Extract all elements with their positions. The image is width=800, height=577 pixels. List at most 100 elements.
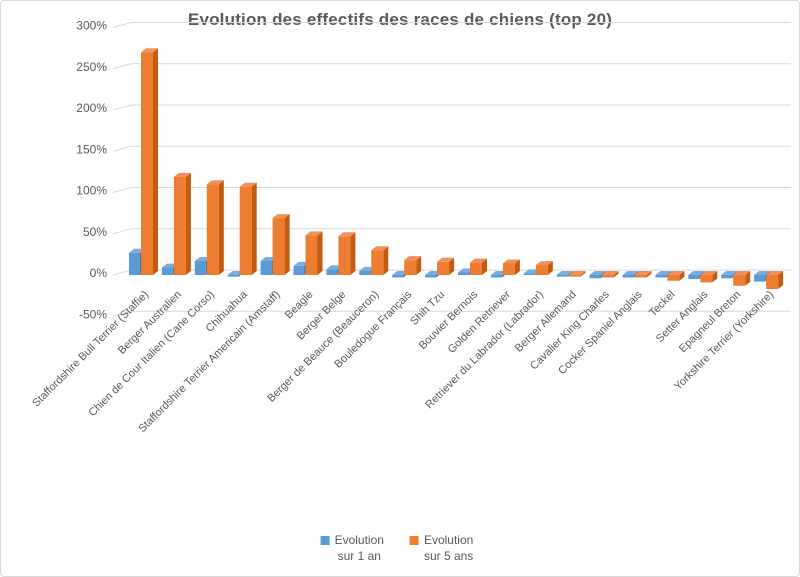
- bar-1an-0-face: [129, 252, 140, 275]
- bar-1an-13-face: [556, 271, 573, 275]
- y-tick-label: 50%: [83, 225, 107, 239]
- bar-1an-8-face: [392, 275, 404, 278]
- legend-label: Evolution sur 5 ans: [423, 533, 474, 563]
- gridline: [112, 228, 791, 235]
- bar-5ans-11-face: [514, 259, 520, 275]
- bar-5ans-8-face: [404, 260, 417, 275]
- bar-5ans-11-face: [502, 259, 520, 264]
- legend-label: Evolution sur 1 an: [334, 533, 384, 563]
- bar-1an-1-face: [161, 267, 173, 275]
- bar-1an-2-face: [194, 260, 206, 275]
- bar-5ans-19: [766, 271, 784, 290]
- bar-5ans-0-face: [141, 48, 158, 53]
- bar-5ans-3: [239, 182, 257, 275]
- y-tick-label: 0%: [90, 266, 108, 280]
- bar-5ans-16: [667, 271, 685, 281]
- legend-item-1an: Evolution sur 1 an: [320, 532, 384, 564]
- y-tick-label: 100%: [76, 184, 107, 198]
- bar-5ans-14: [601, 271, 619, 278]
- bar-1an-14-face: [589, 271, 606, 275]
- bar-5ans-14-face: [601, 271, 619, 275]
- bar-5ans-13-face: [568, 271, 586, 275]
- bar-1an-15-face: [622, 271, 639, 275]
- bar-5ans-16-face: [679, 271, 685, 281]
- gridline: [112, 22, 791, 28]
- bar-5ans-15-face: [634, 271, 652, 275]
- bar-5ans-9-face: [437, 261, 450, 275]
- bar-1an-5-face: [293, 265, 305, 275]
- bar-5ans-7-face: [371, 250, 384, 275]
- bar-1an-17-face: [688, 271, 705, 275]
- legend-swatch-icon: [409, 536, 419, 545]
- bar-1an-16-face: [655, 271, 672, 275]
- bar-5ans-11: [502, 259, 520, 275]
- bar-1an-17-face: [688, 275, 700, 280]
- bar-5ans-8-face: [404, 256, 422, 261]
- bar-1an-3-face: [227, 275, 239, 277]
- bar-1an-11-face: [490, 275, 502, 278]
- bar-5ans-0-face: [141, 52, 153, 275]
- bar-5ans-5: [305, 231, 323, 275]
- bar-5ans-4: [272, 214, 290, 275]
- bar-5ans-1-face: [185, 172, 191, 275]
- bar-5ans-18-face: [733, 271, 751, 275]
- bar-5ans-6-face: [350, 232, 356, 275]
- bar-5ans-5-face: [317, 231, 323, 275]
- category-label: Teckel: [647, 289, 678, 320]
- bar-5ans-15: [634, 271, 652, 278]
- bar-5ans-8: [404, 256, 422, 275]
- y-tick-label: 250%: [76, 60, 107, 74]
- bar-5ans-15-face: [646, 271, 652, 278]
- bar-5ans-8-face: [416, 256, 422, 275]
- bar-5ans-1: [173, 172, 191, 275]
- bar-5ans-5-face: [305, 235, 318, 275]
- bar-5ans-13-face: [580, 271, 586, 277]
- bar-5ans-3-face: [251, 182, 257, 275]
- bar-5ans-7: [371, 246, 389, 275]
- category-label: Beagle: [283, 289, 316, 322]
- bar-5ans-4-face: [272, 218, 285, 275]
- bar-5ans-19-face: [778, 271, 784, 290]
- bar-5ans-11-face: [502, 263, 515, 275]
- gridline: [112, 145, 791, 152]
- bar-5ans-6: [338, 232, 356, 275]
- bar-5ans-12-face: [535, 261, 553, 266]
- y-tick-label: 300%: [76, 19, 107, 33]
- bar-5ans-10-face: [470, 258, 487, 263]
- bar-5ans-4-face: [272, 214, 290, 219]
- bar-5ans-9-face: [449, 257, 455, 275]
- bar-5ans-12-face: [535, 265, 548, 275]
- bar-5ans-18-face: [745, 271, 751, 286]
- gridline: [112, 310, 791, 317]
- bar-5ans-19-face: [766, 275, 779, 290]
- bar-5ans-17-face: [700, 275, 713, 283]
- bar-5ans-14-face: [601, 275, 614, 278]
- bar-5ans-0: [141, 48, 158, 275]
- bar-5ans-12: [535, 261, 553, 275]
- bar-1an-15-face: [622, 275, 634, 278]
- bar-5ans-2-face: [206, 184, 219, 275]
- gridline: [112, 187, 791, 193]
- bar-5ans-9-face: [437, 257, 455, 262]
- bar-1an-18-face: [721, 275, 733, 279]
- bar-5ans-3-face: [239, 182, 257, 187]
- bar-5ans-6-face: [338, 232, 356, 237]
- legend-item-5ans: Evolution sur 5 ans: [409, 532, 474, 564]
- bar-5ans-5-face: [305, 231, 323, 236]
- bar-5ans-10-face: [470, 262, 482, 275]
- bar-5ans-4-face: [284, 214, 290, 275]
- gridline: [112, 104, 791, 111]
- y-tick-label: -50%: [79, 307, 107, 321]
- bar-1an-6-face: [326, 269, 338, 275]
- bar-5ans-2: [206, 180, 224, 275]
- bar-1an-9-face: [425, 275, 437, 278]
- y-tick-label: 200%: [76, 101, 107, 115]
- bar-5ans-3-face: [239, 186, 252, 275]
- bar-5ans-17-face: [700, 271, 718, 275]
- bar-1an-13-face: [556, 275, 568, 277]
- y-tick-label: 150%: [76, 142, 107, 156]
- bar-5ans-2-face: [206, 180, 224, 185]
- bar-5ans-12-face: [547, 261, 553, 275]
